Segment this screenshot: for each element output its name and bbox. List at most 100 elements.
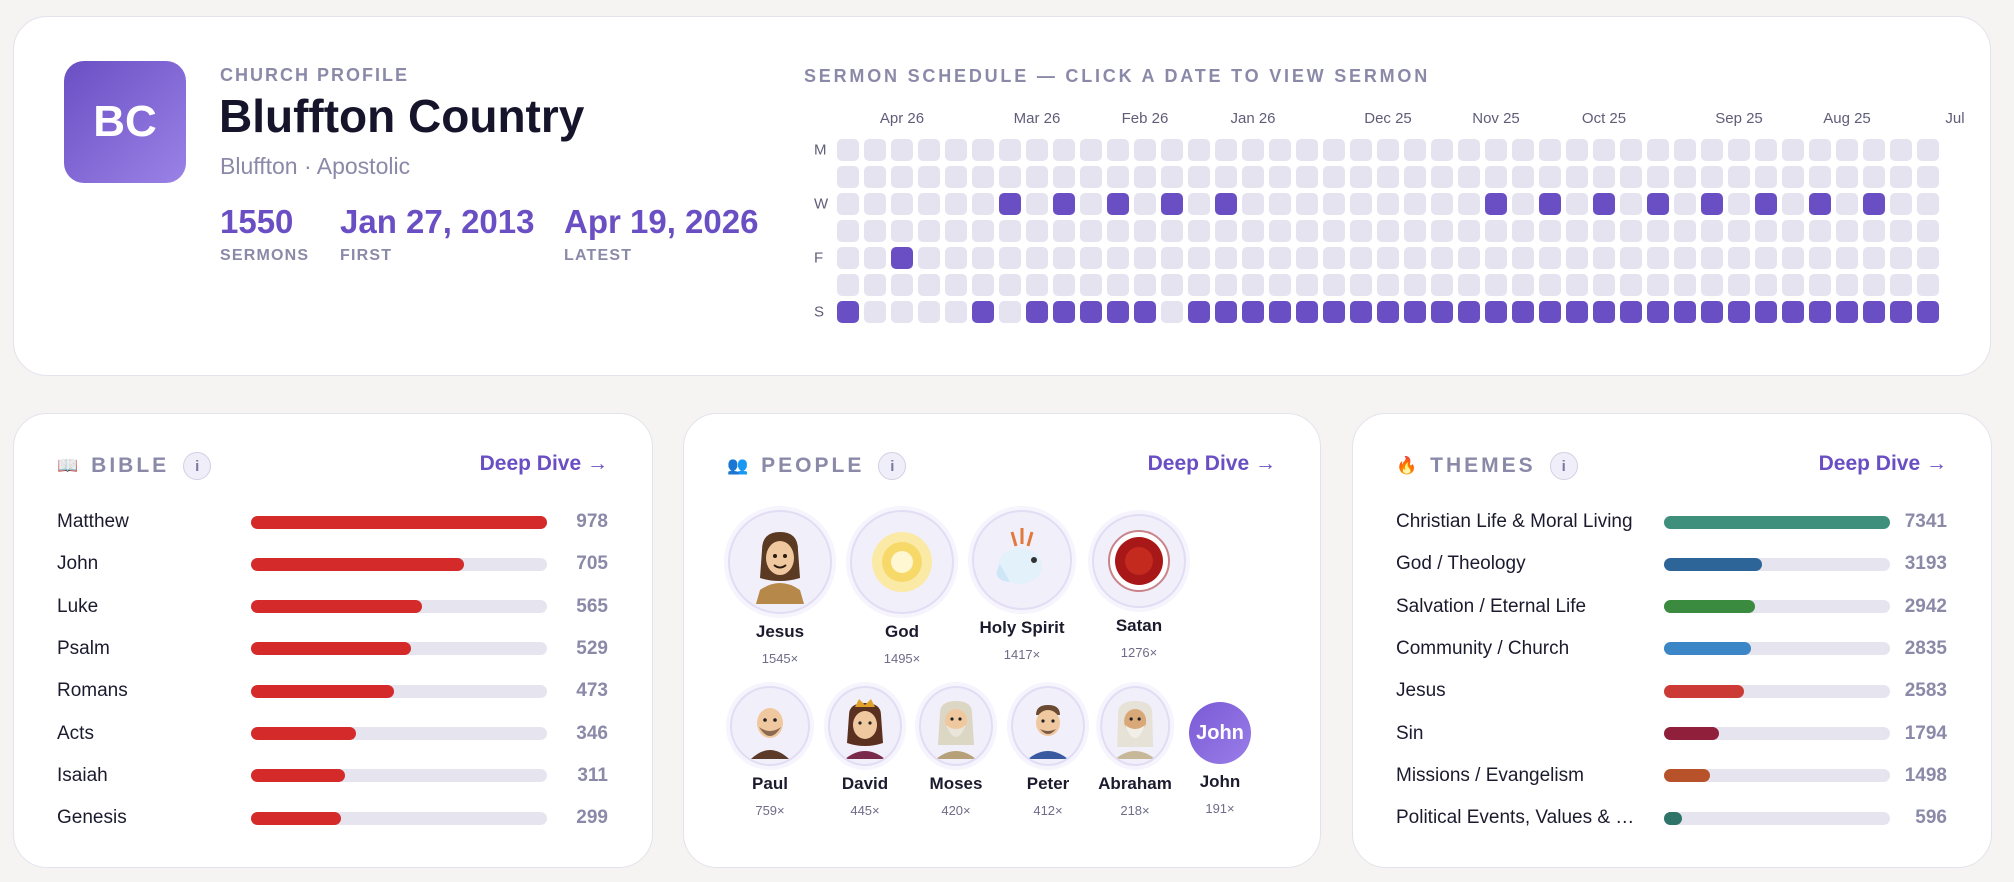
calendar-day-cell[interactable] — [1215, 139, 1237, 161]
calendar-day-cell[interactable] — [972, 301, 994, 323]
calendar-day-cell[interactable] — [1107, 274, 1129, 296]
calendar-day-cell[interactable] — [1431, 301, 1453, 323]
calendar-day-cell[interactable] — [1134, 166, 1156, 188]
calendar-day-cell[interactable] — [1863, 193, 1885, 215]
calendar-day-cell[interactable] — [1323, 274, 1345, 296]
calendar-day-cell[interactable] — [1809, 274, 1831, 296]
calendar-day-cell[interactable] — [1377, 274, 1399, 296]
calendar-day-cell[interactable] — [891, 220, 913, 242]
calendar-day-cell[interactable] — [945, 220, 967, 242]
calendar-day-cell[interactable] — [1458, 220, 1480, 242]
calendar-day-cell[interactable] — [1026, 220, 1048, 242]
calendar-day-cell[interactable] — [1080, 301, 1102, 323]
calendar-day-cell[interactable] — [1485, 247, 1507, 269]
calendar-day-cell[interactable] — [1080, 274, 1102, 296]
calendar-day-cell[interactable] — [1296, 166, 1318, 188]
calendar-day-cell[interactable] — [1647, 274, 1669, 296]
calendar-day-cell[interactable] — [1485, 274, 1507, 296]
calendar-day-cell[interactable] — [1215, 301, 1237, 323]
calendar-day-cell[interactable] — [1863, 274, 1885, 296]
calendar-day-cell[interactable] — [1782, 220, 1804, 242]
calendar-day-cell[interactable] — [1620, 274, 1642, 296]
calendar-day-cell[interactable] — [1836, 220, 1858, 242]
calendar-day-cell[interactable] — [1566, 220, 1588, 242]
people-deep-dive-link[interactable]: Deep Dive → — [1147, 452, 1276, 475]
calendar-day-cell[interactable] — [1431, 139, 1453, 161]
person-david[interactable]: David 445× — [828, 686, 902, 818]
info-icon[interactable]: i — [183, 452, 212, 480]
calendar-day-cell[interactable] — [1377, 193, 1399, 215]
bible-book-row[interactable]: Genesis 299 — [57, 803, 608, 833]
calendar-day-cell[interactable] — [1701, 139, 1723, 161]
calendar-day-cell[interactable] — [1593, 247, 1615, 269]
calendar-day-cell[interactable] — [1026, 247, 1048, 269]
person-peter[interactable]: Peter 412× — [1011, 686, 1085, 818]
calendar-day-cell[interactable] — [1053, 166, 1075, 188]
calendar-day-cell[interactable] — [1755, 193, 1777, 215]
calendar-day-cell[interactable] — [1404, 247, 1426, 269]
person-satan[interactable]: Satan 1276× — [1092, 514, 1186, 660]
calendar-day-cell[interactable] — [999, 166, 1021, 188]
calendar-day-cell[interactable] — [1350, 247, 1372, 269]
calendar-day-cell[interactable] — [837, 274, 859, 296]
person-moses[interactable]: Moses 420× — [919, 686, 993, 818]
calendar-day-cell[interactable] — [972, 274, 994, 296]
calendar-day-cell[interactable] — [1674, 166, 1696, 188]
calendar-day-cell[interactable] — [1242, 193, 1264, 215]
calendar-day-cell[interactable] — [1080, 247, 1102, 269]
calendar-day-cell[interactable] — [972, 166, 994, 188]
calendar-day-cell[interactable] — [1728, 166, 1750, 188]
calendar-day-cell[interactable] — [918, 274, 940, 296]
calendar-day-cell[interactable] — [1404, 166, 1426, 188]
calendar-day-cell[interactable] — [1782, 193, 1804, 215]
calendar-day-cell[interactable] — [1620, 139, 1642, 161]
calendar-day-cell[interactable] — [1593, 166, 1615, 188]
calendar-day-cell[interactable] — [1701, 166, 1723, 188]
calendar-day-cell[interactable] — [1080, 139, 1102, 161]
calendar-day-cell[interactable] — [1269, 166, 1291, 188]
calendar-day-cell[interactable] — [1026, 193, 1048, 215]
calendar-day-cell[interactable] — [1593, 220, 1615, 242]
calendar-day-cell[interactable] — [1161, 247, 1183, 269]
calendar-day-cell[interactable] — [1269, 139, 1291, 161]
calendar-day-cell[interactable] — [1377, 247, 1399, 269]
calendar-day-cell[interactable] — [1890, 301, 1912, 323]
calendar-day-cell[interactable] — [1890, 274, 1912, 296]
calendar-day-cell[interactable] — [1728, 139, 1750, 161]
calendar-day-cell[interactable] — [1809, 247, 1831, 269]
calendar-day-cell[interactable] — [1404, 274, 1426, 296]
calendar-day-cell[interactable] — [1917, 274, 1939, 296]
calendar-day-cell[interactable] — [1053, 220, 1075, 242]
calendar-day-cell[interactable] — [1620, 193, 1642, 215]
calendar-day-cell[interactable] — [1836, 301, 1858, 323]
calendar-day-cell[interactable] — [1917, 247, 1939, 269]
person-god[interactable]: God 1495× — [850, 510, 954, 666]
calendar-day-cell[interactable] — [837, 166, 859, 188]
calendar-day-cell[interactable] — [1242, 247, 1264, 269]
calendar-day-cell[interactable] — [1836, 193, 1858, 215]
calendar-day-cell[interactable] — [1431, 220, 1453, 242]
calendar-day-cell[interactable] — [1620, 166, 1642, 188]
calendar-day-cell[interactable] — [1701, 193, 1723, 215]
calendar-day-cell[interactable] — [1323, 193, 1345, 215]
calendar-day-cell[interactable] — [1026, 166, 1048, 188]
calendar-day-cell[interactable] — [1674, 247, 1696, 269]
calendar-day-cell[interactable] — [972, 220, 994, 242]
calendar-day-cell[interactable] — [1917, 166, 1939, 188]
calendar-day-cell[interactable] — [1809, 139, 1831, 161]
calendar-day-cell[interactable] — [1836, 247, 1858, 269]
calendar-day-cell[interactable] — [1863, 139, 1885, 161]
calendar-day-cell[interactable] — [1701, 301, 1723, 323]
calendar-day-cell[interactable] — [891, 247, 913, 269]
calendar-day-cell[interactable] — [999, 274, 1021, 296]
calendar-day-cell[interactable] — [1539, 193, 1561, 215]
theme-row[interactable]: Missions / Evangelism 1498 — [1396, 761, 1947, 791]
theme-row[interactable]: Jesus 2583 — [1396, 676, 1947, 706]
calendar-day-cell[interactable] — [1215, 247, 1237, 269]
calendar-day-cell[interactable] — [1458, 247, 1480, 269]
calendar-day-cell[interactable] — [1053, 139, 1075, 161]
calendar-day-cell[interactable] — [891, 193, 913, 215]
calendar-day-cell[interactable] — [1647, 139, 1669, 161]
calendar-day-cell[interactable] — [1566, 193, 1588, 215]
calendar-day-cell[interactable] — [1647, 301, 1669, 323]
